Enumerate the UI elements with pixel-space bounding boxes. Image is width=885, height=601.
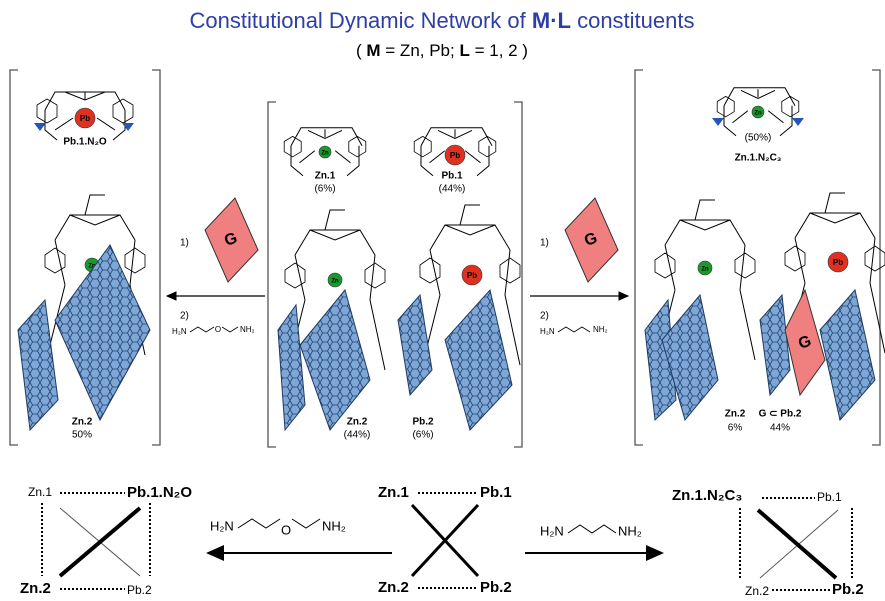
percentage: (50%) bbox=[745, 133, 772, 144]
ring bbox=[500, 258, 520, 283]
percentage: 6% bbox=[728, 423, 743, 434]
ring bbox=[655, 253, 675, 278]
ring bbox=[735, 253, 755, 278]
node-label: Zn.1 bbox=[378, 484, 409, 501]
compound-label: Zn.2 bbox=[72, 417, 93, 428]
ring bbox=[785, 246, 805, 271]
node-label: Zn.1 bbox=[28, 485, 52, 499]
ring bbox=[284, 136, 301, 156]
metal-label: Pb bbox=[467, 271, 477, 280]
reagent-text: H₂N bbox=[540, 327, 555, 336]
subtitle-text: ( bbox=[356, 41, 366, 60]
reagent-text: H₂N bbox=[172, 327, 187, 336]
percentage: 44% bbox=[770, 423, 790, 434]
compound-label: Zn.1.N₂C₃ bbox=[735, 153, 782, 164]
ring bbox=[125, 248, 145, 273]
graphene-sheet bbox=[18, 300, 58, 430]
bond bbox=[568, 525, 616, 533]
ring bbox=[420, 258, 440, 283]
percentage: (44%) bbox=[344, 430, 371, 441]
reagent-text: H₂N bbox=[210, 518, 234, 533]
node-label: Pb.1 bbox=[817, 490, 842, 504]
metal-label: Pb bbox=[833, 258, 843, 267]
metal-label: Zn bbox=[701, 267, 709, 273]
bottom-left-scheme: Zn.1 Pb.1.N₂O Zn.2 Pb.2 bbox=[20, 484, 192, 597]
ring bbox=[414, 136, 431, 156]
step-label: 2) bbox=[180, 311, 189, 322]
ring bbox=[782, 96, 799, 116]
node-label: Zn.2 bbox=[378, 579, 409, 596]
node-label: Zn.2 bbox=[745, 584, 769, 598]
reagent-text: O bbox=[215, 325, 221, 334]
metal-label: Pb bbox=[450, 151, 460, 160]
percentage: (6%) bbox=[412, 430, 433, 441]
ring bbox=[349, 136, 366, 156]
graphene-sheet bbox=[398, 295, 432, 395]
subtitle: ( M = Zn, Pb; L = 1, 2 ) bbox=[356, 41, 528, 60]
graphene-sheet bbox=[820, 290, 875, 420]
blue-marker bbox=[712, 118, 724, 126]
ring bbox=[37, 99, 57, 123]
thick-link bbox=[758, 510, 836, 578]
metal-label: Zn bbox=[321, 151, 329, 157]
reagent-text: NH₂ bbox=[240, 325, 255, 334]
step-label: 2) bbox=[540, 311, 549, 322]
step-label: 1) bbox=[540, 238, 549, 249]
compound-label: Pb.2 bbox=[412, 417, 434, 428]
reagent-text: NH₂ bbox=[618, 523, 642, 538]
subtitle-bold: L bbox=[459, 41, 469, 60]
node-label: Pb.2 bbox=[480, 579, 512, 596]
node-label: Zn.1.N₂C₃ bbox=[672, 487, 742, 504]
node-label: Pb.2 bbox=[832, 581, 864, 598]
title: Constitutional Dynamic Network of M·L co… bbox=[190, 8, 695, 33]
blue-marker bbox=[34, 123, 46, 131]
subtitle-bold: M bbox=[366, 41, 380, 60]
ring bbox=[45, 248, 65, 273]
graphene-sheet bbox=[300, 290, 370, 430]
title-text: Constitutional Dynamic Network of bbox=[190, 8, 532, 33]
compound-label: Pb.1 bbox=[441, 171, 463, 182]
ring bbox=[365, 263, 385, 288]
ring bbox=[285, 263, 305, 288]
graphene-sheet bbox=[445, 290, 512, 430]
metal-label: Zn bbox=[331, 279, 339, 285]
bottom-center-scheme: Zn.1 Pb.1 Zn.2 Pb.2 bbox=[378, 484, 512, 596]
graphene-sheet bbox=[55, 245, 150, 420]
percentage: (6%) bbox=[314, 184, 335, 195]
ring bbox=[113, 99, 133, 123]
title-text: constituents bbox=[571, 8, 695, 33]
bond bbox=[238, 519, 320, 528]
title-bold: M·L bbox=[532, 8, 571, 33]
compound-label: Pb.1.N₂O bbox=[63, 137, 107, 148]
step-label: 1) bbox=[180, 238, 189, 249]
ring bbox=[717, 96, 734, 116]
node-label: Pb.1 bbox=[480, 484, 512, 501]
subtitle-text: = Zn, Pb; bbox=[381, 41, 460, 60]
compound-label: G ⊂ Pb.2 bbox=[759, 409, 802, 420]
percentage: (44%) bbox=[439, 184, 466, 195]
reagent-text: O bbox=[281, 522, 291, 537]
bond bbox=[558, 327, 590, 332]
compound-label: Zn.1 bbox=[315, 171, 336, 182]
blue-marker bbox=[792, 118, 804, 126]
ring bbox=[865, 246, 885, 271]
percentage: 50% bbox=[72, 430, 92, 441]
bottom-right-scheme: Zn.1.N₂C₃ Pb.1 Zn.2 Pb.2 bbox=[672, 487, 864, 598]
graphene-sheet bbox=[278, 305, 305, 430]
metal-label: Zn bbox=[754, 111, 762, 117]
node-label: Pb.2 bbox=[127, 583, 152, 597]
reagent-text: H₂N bbox=[540, 523, 564, 538]
ring bbox=[479, 136, 496, 156]
subtitle-text: = 1, 2 ) bbox=[470, 41, 528, 60]
node-label: Zn.2 bbox=[20, 580, 51, 597]
metal-label: Pb bbox=[80, 114, 90, 123]
blue-marker bbox=[122, 123, 134, 131]
node-label: Pb.1.N₂O bbox=[127, 484, 192, 501]
graphene-sheet bbox=[760, 295, 790, 395]
compound-label: Zn.2 bbox=[725, 409, 746, 420]
compound-label: Zn.2 bbox=[347, 417, 368, 428]
diagram: Constitutional Dynamic Network of M·L co… bbox=[0, 0, 885, 601]
reagent-text: NH₂ bbox=[322, 518, 346, 533]
reagent-text: NH₂ bbox=[593, 325, 608, 334]
